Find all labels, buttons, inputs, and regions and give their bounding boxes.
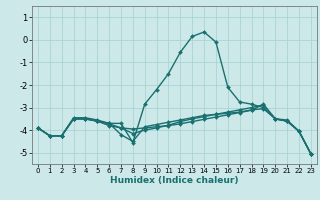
X-axis label: Humidex (Indice chaleur): Humidex (Indice chaleur) bbox=[110, 176, 239, 185]
